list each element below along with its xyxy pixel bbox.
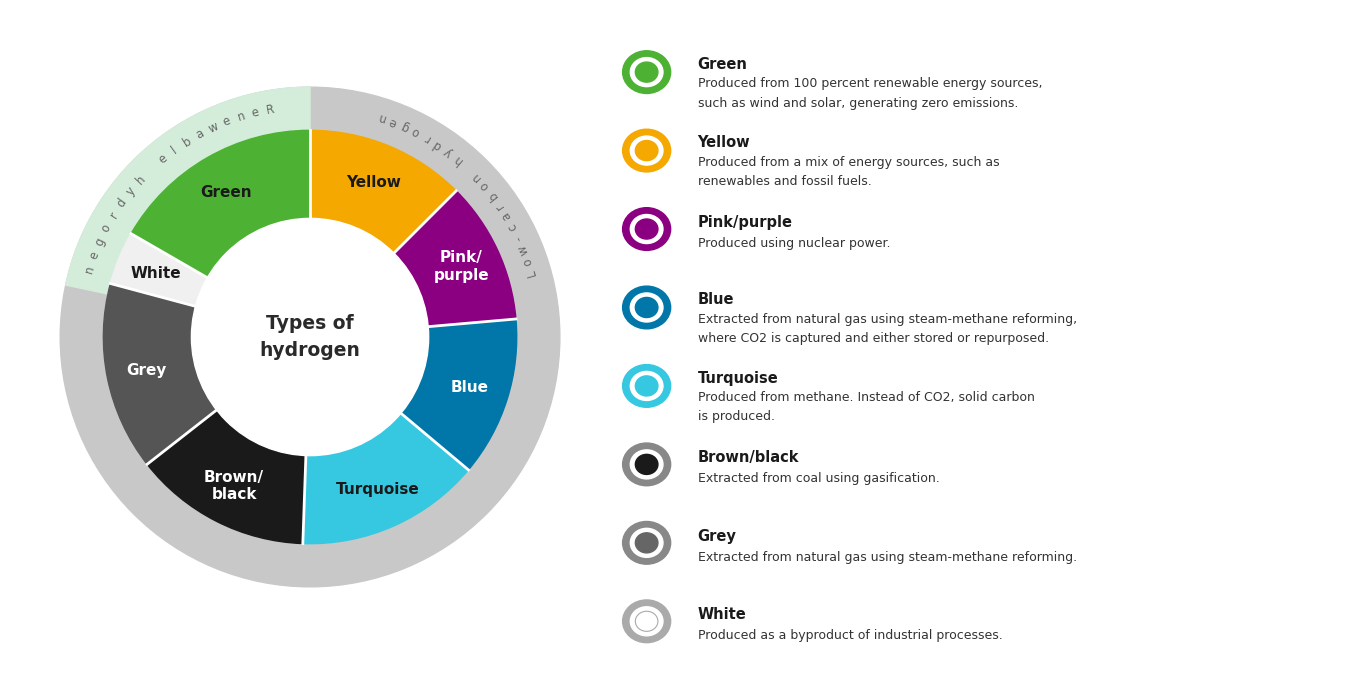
Wedge shape [66,87,310,294]
Text: Brown/black: Brown/black [698,450,799,466]
Text: Turquoise: Turquoise [698,371,778,386]
Text: Blue: Blue [450,379,488,395]
Circle shape [635,219,658,239]
Text: Turquoise: Turquoise [336,482,419,497]
Circle shape [623,51,671,94]
Circle shape [623,129,671,172]
Text: d: d [431,137,445,152]
Text: is produced.: is produced. [698,410,775,423]
Wedge shape [131,130,310,278]
Circle shape [635,297,658,317]
Text: Extracted from coal using gasification.: Extracted from coal using gasification. [698,472,940,485]
Text: o: o [410,125,422,140]
Text: Produced from a mix of energy sources, such as: Produced from a mix of energy sources, s… [698,156,999,168]
Wedge shape [303,413,468,544]
Circle shape [623,522,671,564]
Circle shape [631,293,663,322]
Text: Produced using nuclear power.: Produced using nuclear power. [698,237,890,250]
Circle shape [623,208,671,250]
Text: l: l [170,144,179,156]
Circle shape [635,141,658,160]
Text: Pink/purple: Pink/purple [698,215,793,230]
Text: L: L [524,268,539,278]
Text: Brown/
black: Brown/ black [204,470,264,502]
Text: h: h [133,173,148,187]
Text: b: b [181,134,194,149]
Circle shape [631,214,663,243]
Text: Produced from methane. Instead of CO2, solid carbon: Produced from methane. Instead of CO2, s… [698,391,1034,404]
Text: o: o [477,179,492,193]
Circle shape [631,607,663,636]
Text: b: b [485,189,500,202]
Text: e: e [251,105,260,120]
Circle shape [635,62,658,82]
Text: Pink/
purple: Pink/ purple [434,250,489,282]
Wedge shape [394,191,516,327]
Text: o: o [98,222,113,235]
Text: r: r [493,200,507,212]
Circle shape [623,365,671,407]
Text: d: d [115,196,129,210]
Text: e: e [221,114,233,129]
Circle shape [631,450,663,479]
Circle shape [631,528,663,557]
Circle shape [61,87,559,587]
Text: e: e [86,249,101,261]
Text: y: y [441,144,454,159]
Text: y: y [124,184,139,197]
Circle shape [635,611,658,632]
Text: w: w [206,119,220,135]
Wedge shape [111,234,208,306]
Wedge shape [310,130,456,253]
Text: Grey: Grey [127,363,166,378]
Circle shape [631,136,663,165]
Text: c: c [506,221,520,233]
Text: White: White [131,266,181,280]
Text: White: White [698,607,747,622]
Circle shape [623,286,671,329]
Text: e: e [156,152,170,166]
Text: Produced as a byproduct of industrial processes.: Produced as a byproduct of industrial pr… [698,629,1003,642]
Circle shape [631,371,663,400]
Text: Yellow: Yellow [698,135,751,150]
Wedge shape [147,410,306,543]
Circle shape [623,443,671,486]
Text: o: o [520,256,535,267]
Text: n: n [469,169,484,184]
Text: where CO2 is captured and either stored or repurposed.: where CO2 is captured and either stored … [698,332,1049,345]
Text: Green: Green [201,185,252,200]
Text: h: h [450,152,465,167]
Circle shape [635,454,658,474]
Circle shape [191,218,429,456]
Text: n: n [376,110,387,125]
Text: Types of
hydrogen: Types of hydrogen [260,314,360,360]
Text: g: g [92,235,108,247]
Text: Extracted from natural gas using steam-methane reforming,: Extracted from natural gas using steam-m… [698,313,1077,326]
Circle shape [631,57,663,87]
Text: n: n [82,264,97,275]
Text: Yellow: Yellow [346,175,402,190]
Text: such as wind and solar, generating zero emissions.: such as wind and solar, generating zero … [698,96,1018,110]
Text: Green: Green [698,57,747,72]
Circle shape [635,376,658,396]
Text: r: r [106,210,120,221]
Wedge shape [104,284,217,464]
Text: Grey: Grey [698,529,736,544]
Text: renewables and fossil fuels.: renewables and fossil fuels. [698,175,871,188]
Text: Produced from 100 percent renewable energy sources,: Produced from 100 percent renewable ener… [698,78,1042,90]
Text: a: a [499,210,515,222]
Text: Blue: Blue [698,293,735,307]
Wedge shape [400,319,516,470]
Text: R: R [264,102,275,117]
Text: n: n [236,109,247,124]
Text: r: r [422,131,433,145]
Text: -: - [512,233,526,243]
Text: e: e [387,114,399,129]
Text: w: w [516,243,531,257]
Text: a: a [194,127,206,142]
Text: Extracted from natural gas using steam-methane reforming.: Extracted from natural gas using steam-m… [698,551,1077,563]
Text: g: g [399,119,411,134]
Circle shape [623,600,671,642]
Circle shape [635,533,658,553]
